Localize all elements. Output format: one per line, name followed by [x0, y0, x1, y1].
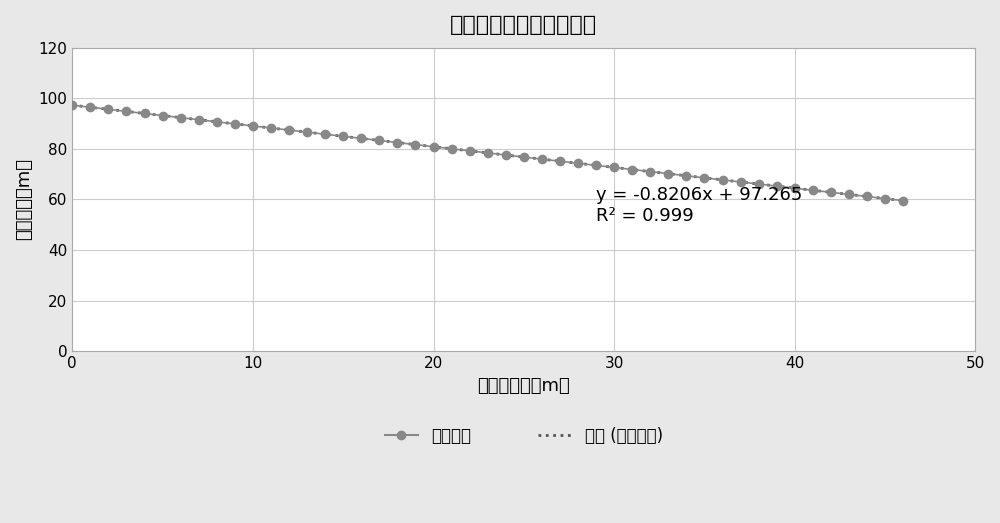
Title: 断层面反射波射线长度图: 断层面反射波射线长度图: [450, 15, 597, 35]
Y-axis label: 射线长度（m）: 射线长度（m）: [15, 158, 33, 241]
Legend: 射线长度, 线性 (射线长度): 射线长度, 线性 (射线长度): [378, 420, 670, 451]
X-axis label: 距井口距离（m）: 距井口距离（m）: [477, 377, 570, 394]
Text: y = -0.8206x + 97.265
R² = 0.999: y = -0.8206x + 97.265 R² = 0.999: [596, 186, 802, 225]
